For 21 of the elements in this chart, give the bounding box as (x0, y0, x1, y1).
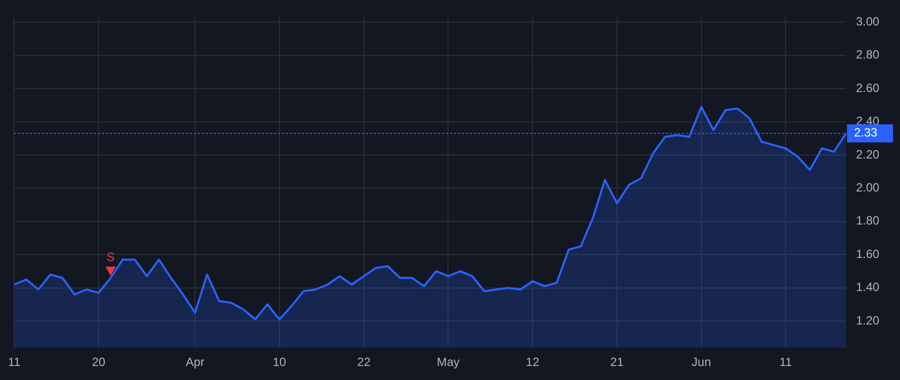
ref-line-label: 2.33 (854, 126, 878, 140)
x-tick-label: May (436, 355, 460, 370)
x-tick-label: 12 (526, 355, 540, 370)
x-tick-label: 11 (8, 355, 21, 370)
y-tick-label: 1.80 (856, 214, 880, 228)
x-tick-label: Jun (692, 355, 712, 370)
y-tick-label: 1.60 (856, 246, 880, 261)
y-tick-label: 1.40 (856, 280, 880, 294)
x-tick-label: 10 (272, 355, 286, 370)
x-tick-label: 11 (779, 355, 792, 370)
x-tick-label: 22 (357, 355, 371, 370)
x-tick-label: 21 (610, 355, 624, 370)
y-tick-label: 2.00 (856, 180, 880, 195)
y-tick-label: 3.00 (856, 14, 880, 28)
y-tick-label: 2.20 (856, 147, 880, 162)
x-tick-label: Apr (186, 355, 204, 370)
y-tick-label: 2.60 (856, 80, 880, 95)
y-tick-label: 1.20 (856, 313, 880, 328)
series-label: S (106, 250, 115, 264)
y-tick-label: 2.80 (856, 48, 880, 62)
x-tick-label: 20 (92, 355, 106, 370)
